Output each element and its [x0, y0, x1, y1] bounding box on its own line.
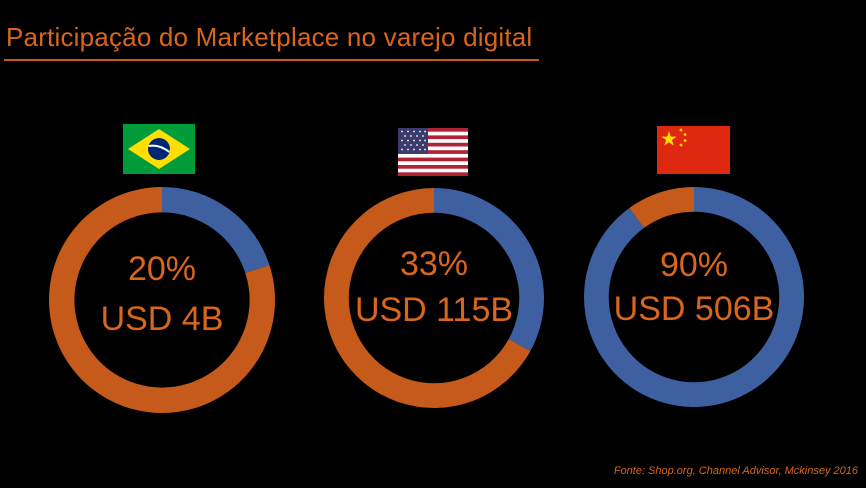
donut-usa: 33% USD 115B: [323, 187, 545, 409]
donut-segment-other: [629, 187, 694, 229]
source-note: Fonte: Shop.org, Channel Advisor, Mckins…: [613, 465, 858, 477]
china-flag: [657, 126, 730, 174]
donut-brazil: 20% USD 4B: [48, 186, 276, 414]
donut-segment-marketplace: [162, 187, 270, 273]
donut-segment-marketplace: [434, 188, 544, 351]
donut-china: 90% USD 506B: [583, 186, 805, 408]
percent-label: 33%: [399, 245, 469, 283]
percent-label: 90%: [659, 246, 729, 284]
value-label: USD 115B: [354, 291, 514, 329]
brazil-flag: [123, 124, 195, 174]
percent-label: 20%: [127, 250, 197, 288]
chart-title: Participação do Marketplace no varejo di…: [6, 22, 533, 52]
title-underline: [4, 59, 539, 61]
value-label: USD 506B: [613, 290, 775, 328]
value-label: USD 4B: [100, 300, 224, 338]
usa-flag: [398, 128, 468, 176]
